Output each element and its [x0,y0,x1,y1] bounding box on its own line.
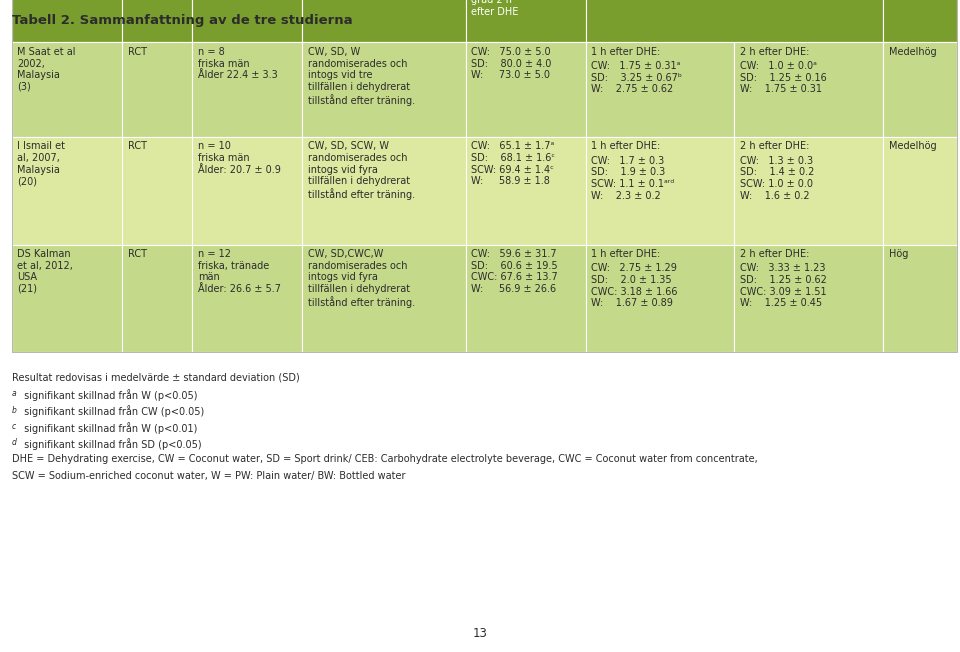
Text: CW, SD, W
randomiserades och
intogs vid tre
tillfällen i dehydrerat
tillstånd ef: CW, SD, W randomiserades och intogs vid … [308,47,416,106]
FancyBboxPatch shape [883,42,957,137]
FancyBboxPatch shape [192,244,302,352]
Text: signifikant skillnad från W (p<0.01): signifikant skillnad från W (p<0.01) [21,422,198,434]
FancyBboxPatch shape [12,137,122,244]
Text: 2 h efter DHE:: 2 h efter DHE: [740,249,809,259]
Text: CW, SD, SCW, W
randomiserades och
intogs vid fyra
tillfällen i dehydrerat
tillst: CW, SD, SCW, W randomiserades och intogs… [308,141,416,200]
FancyBboxPatch shape [883,137,957,244]
Text: CW:   1.75 ± 0.31ᵃ
SD:    3.25 ± 0.67ᵇ
W:    2.75 ± 0.62: CW: 1.75 ± 0.31ᵃ SD: 3.25 ± 0.67ᵇ W: 2.7… [591,61,683,95]
FancyBboxPatch shape [586,137,734,244]
Text: c: c [12,422,15,431]
FancyBboxPatch shape [466,42,586,137]
FancyBboxPatch shape [192,137,302,244]
FancyBboxPatch shape [192,0,302,42]
Text: CW:   1.0 ± 0.0ᵃ
SD:    1.25 ± 0.16
W:    1.75 ± 0.31: CW: 1.0 ± 0.0ᵃ SD: 1.25 ± 0.16 W: 1.75 ±… [740,61,827,95]
Text: signifikant skillnad från CW (p<0.05): signifikant skillnad från CW (p<0.05) [21,406,204,417]
Text: 13: 13 [472,627,488,640]
FancyBboxPatch shape [192,42,302,137]
FancyBboxPatch shape [122,137,192,244]
FancyBboxPatch shape [466,0,586,42]
Text: signifikant skillnad från SD (p<0.05): signifikant skillnad från SD (p<0.05) [21,438,202,450]
FancyBboxPatch shape [883,244,957,352]
Text: 2 h efter DHE:: 2 h efter DHE: [740,141,809,151]
Text: 1 h efter DHE:: 1 h efter DHE: [591,47,660,57]
Text: RCT: RCT [128,249,147,259]
Text: n = 8
friska män
Ålder 22.4 ± 3.3: n = 8 friska män Ålder 22.4 ± 3.3 [198,47,277,80]
Text: Tabell 2. Sammanfattning av de tre studierna: Tabell 2. Sammanfattning av de tre studi… [12,14,352,27]
Text: DHE = Dehydrating exercise, CW = Coconut water, SD = Sport drink/ CEB: Carbohydr: DHE = Dehydrating exercise, CW = Coconut… [12,454,757,464]
FancyBboxPatch shape [12,0,122,42]
Text: CW:   2.75 ± 1.29
SD:    2.0 ± 1.35
CWC: 3.18 ± 1.66
W:    1.67 ± 0.89: CW: 2.75 ± 1.29 SD: 2.0 ± 1.35 CWC: 3.18… [591,263,678,308]
Text: DS Kalman
et al, 2012,
USA
(21): DS Kalman et al, 2012, USA (21) [17,249,73,294]
Text: CW:   1.3 ± 0.3
SD:    1.4 ± 0.2
SCW: 1.0 ± 0.0
W:    1.6 ± 0.2: CW: 1.3 ± 0.3 SD: 1.4 ± 0.2 SCW: 1.0 ± 0… [740,156,814,201]
Text: CW:   65.1 ± 1.7ᵃ
SD:    68.1 ± 1.6ᶜ
SCW: 69.4 ± 1.4ᶜ
W:     58.9 ± 1.8: CW: 65.1 ± 1.7ᵃ SD: 68.1 ± 1.6ᶜ SCW: 69.… [471,141,555,186]
Text: CW, SD,CWC,W
randomiserades och
intogs vid fyra
tillfällen i dehydrerat
tillstån: CW, SD,CWC,W randomiserades och intogs v… [308,249,416,308]
FancyBboxPatch shape [466,137,586,244]
FancyBboxPatch shape [734,42,883,137]
FancyBboxPatch shape [302,137,466,244]
FancyBboxPatch shape [12,42,122,137]
Text: a: a [12,389,16,398]
Text: CW:   1.7 ± 0.3
SD:    1.9 ± 0.3
SCW: 1.1 ± 0.1ᵃʳᵈ
W:    2.3 ± 0.2: CW: 1.7 ± 0.3 SD: 1.9 ± 0.3 SCW: 1.1 ± 0… [591,156,675,201]
Text: CW:   59.6 ± 31.7
SD:    60.6 ± 19.5
CWC: 67.6 ± 13.7
W:     56.9 ± 26.6: CW: 59.6 ± 31.7 SD: 60.6 ± 19.5 CWC: 67.… [471,249,558,294]
Text: Medelhög: Medelhög [889,47,937,57]
FancyBboxPatch shape [122,0,192,42]
Text: 1 h efter DHE:: 1 h efter DHE: [591,141,660,151]
FancyBboxPatch shape [734,137,883,244]
Text: CW:   75.0 ± 5.0
SD:    80.0 ± 4.0
W:     73.0 ± 5.0: CW: 75.0 ± 5.0 SD: 80.0 ± 4.0 W: 73.0 ± … [471,47,552,80]
Text: b: b [12,406,16,415]
FancyBboxPatch shape [12,244,122,352]
FancyBboxPatch shape [122,244,192,352]
FancyBboxPatch shape [734,244,883,352]
FancyBboxPatch shape [122,42,192,137]
Text: Medelhög: Medelhög [889,141,937,151]
FancyBboxPatch shape [302,0,466,42]
Text: Procentuell
rehydrerings-
grad 2 h
efter DHE: Procentuell rehydrerings- grad 2 h efter… [471,0,537,17]
Text: CW:   3.33 ± 1.23
SD:    1.25 ± 0.62
CWC: 3.09 ± 1.51
W:    1.25 ± 0.45: CW: 3.33 ± 1.23 SD: 1.25 ± 0.62 CWC: 3.0… [740,263,827,308]
FancyBboxPatch shape [586,244,734,352]
Text: RCT: RCT [128,141,147,151]
FancyBboxPatch shape [466,244,586,352]
Text: signifikant skillnad från W (p<0.05): signifikant skillnad från W (p<0.05) [21,389,198,401]
Text: M Saat et al
2002,
Malaysia
(3): M Saat et al 2002, Malaysia (3) [17,47,76,92]
Text: 2 h efter DHE:: 2 h efter DHE: [740,47,809,57]
Text: Resultat redovisas i medelvärde ± standard deviation (SD): Resultat redovisas i medelvärde ± standa… [12,373,300,383]
FancyBboxPatch shape [883,0,957,42]
Text: d: d [12,438,16,447]
FancyBboxPatch shape [302,244,466,352]
Text: 1 h efter DHE:: 1 h efter DHE: [591,249,660,259]
Text: n = 10
friska män
Ålder: 20.7 ± 0.9: n = 10 friska män Ålder: 20.7 ± 0.9 [198,141,280,175]
Text: RCT: RCT [128,47,147,57]
FancyBboxPatch shape [586,0,883,42]
FancyBboxPatch shape [586,42,734,137]
FancyBboxPatch shape [302,42,466,137]
Text: n = 12
friska, tränade
män
Ålder: 26.6 ± 5.7: n = 12 friska, tränade män Ålder: 26.6 ±… [198,249,280,294]
Text: Hög: Hög [889,249,908,259]
Text: SCW = Sodium-enriched coconut water, W = PW: Plain water/ BW: Bottled water: SCW = Sodium-enriched coconut water, W =… [12,471,405,481]
Text: I Ismail et
al, 2007,
Malaysia
(20): I Ismail et al, 2007, Malaysia (20) [17,141,65,186]
